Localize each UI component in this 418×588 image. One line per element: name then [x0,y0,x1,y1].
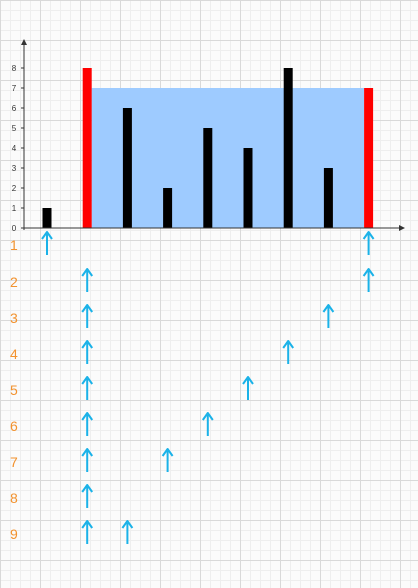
step-row: 7 [10,448,174,472]
step-row: 4 [10,340,295,364]
bar [42,208,52,228]
step-row: 5 [10,376,254,400]
up-arrow-icon [41,231,53,255]
step-row: 2 [10,268,375,292]
bar [283,68,293,228]
up-arrow-icon [201,412,214,436]
bar [323,168,333,228]
step-row: 3 [10,304,335,328]
y-tick-label: 3 [12,164,17,173]
step-label: 1 [10,237,18,253]
up-arrow-icon [242,376,254,400]
step-label: 9 [10,526,18,542]
up-arrow-icon [121,520,134,544]
up-arrow-icon [81,484,94,508]
step-label: 6 [10,418,18,434]
up-arrow-icon [161,448,174,472]
step-row: 9 [10,520,134,544]
y-tick-label: 4 [12,144,17,153]
step-row: 8 [10,484,94,508]
y-tick-label: 2 [12,184,17,193]
up-arrow-icon [282,340,295,364]
step-label: 8 [10,490,18,506]
y-tick-label: 6 [12,104,17,113]
y-tick-label: 8 [12,64,17,73]
bar [243,148,253,228]
bar [122,108,132,228]
y-tick-label: 1 [12,204,17,213]
step-label: 5 [10,382,18,398]
up-arrow-icon [81,412,94,436]
step-label: 3 [10,310,18,326]
up-arrow-icon [362,268,375,292]
up-arrow-icon [362,231,375,255]
up-arrow-icon [81,268,94,292]
up-arrow-icon [81,520,94,544]
water-fill [91,88,365,228]
up-arrow-icon [322,304,335,328]
bar [163,188,173,228]
water-area [91,88,365,228]
up-arrow-icon [81,304,94,328]
y-tick-label: 5 [12,124,17,133]
highlighted-bar [82,68,92,228]
bars [42,68,374,228]
step-label: 7 [10,454,18,470]
step-label: 4 [10,346,18,362]
y-tick-label: 7 [12,84,17,93]
step-label: 2 [10,274,18,290]
highlighted-bar [364,88,374,228]
bar [203,128,213,228]
up-arrow-icon [81,376,94,400]
axes: 0 1 2 3 4 5 6 7 8 [12,39,405,233]
up-arrow-icon [81,340,94,364]
step-row: 6 [10,412,214,436]
y-tick-label: 0 [12,224,17,233]
steps: 1 2 3 4 5 6 7 8 9 [10,231,375,544]
step-row: 1 [10,231,375,255]
up-arrow-icon [81,448,94,472]
